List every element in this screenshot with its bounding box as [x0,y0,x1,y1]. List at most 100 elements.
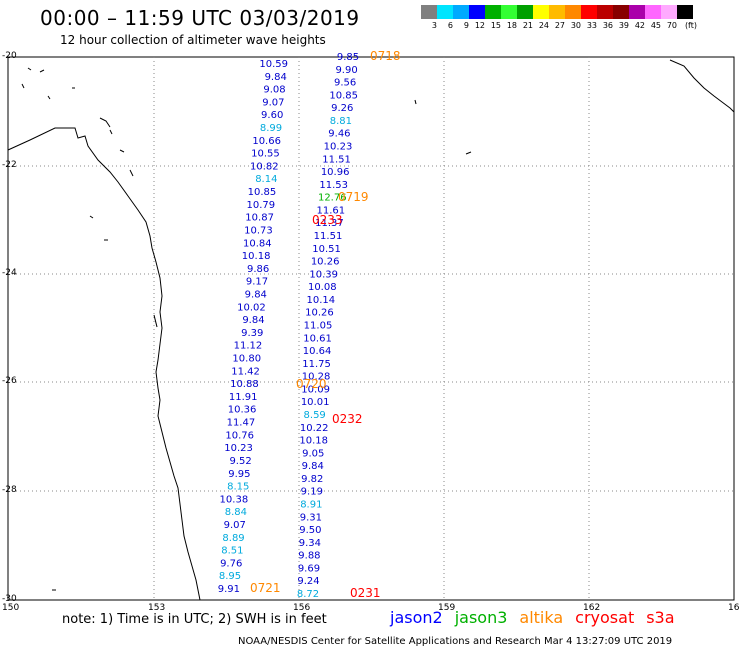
swh-value: 11.61 [317,205,346,216]
legend-swatch [549,5,565,19]
map-frame [7,56,735,601]
map-subtitle: 12 hour collection of altimeter wave hei… [60,33,326,47]
swh-value: 9.84 [242,315,264,326]
swh-value: 10.23 [224,443,253,454]
swh-value: 10.64 [303,346,332,357]
swh-value: 10.14 [307,295,336,306]
legend-label: 15 [490,21,501,30]
swh-value: 9.07 [224,520,246,531]
legend-swatch [517,5,533,19]
swh-value: 9.08 [263,85,285,96]
swh-value: 10.85 [248,187,277,198]
swh-value: 10.66 [252,136,281,147]
legend-swatch [533,5,549,19]
swh-value: 10.96 [321,167,350,178]
legend-swatch [421,5,437,19]
swh-value: 12.76 [318,193,347,204]
swh-value: 9.50 [299,525,321,536]
swh-value: 11.37 [315,218,344,229]
swh-value: 11.47 [227,418,256,429]
swh-value: 11.51 [322,154,351,165]
swh-value: 9.17 [246,277,268,288]
swh-value: 10.39 [309,269,338,280]
swh-value: 9.60 [261,110,283,121]
satellite-legend-item: cryosat [575,608,635,627]
pass-time-stamp: 0232 [332,412,363,426]
altimeter-tracks: 10.599.849.089.079.608.9910.6610.5510.82… [218,49,401,600]
lat-tick-label: -20 [2,51,17,61]
pass-time-stamp: 0231 [350,586,381,600]
color-legend: 3 6 9 12 15 18 21 24 27 30 33 36 39 42 45 70 (ft) [421,5,697,30]
swh-value: 9.34 [299,538,321,549]
swh-value: 9.24 [297,576,319,587]
satellite-legend: jason2 jason3 altika cryosat s3a [390,608,675,627]
pass-time-stamp: 0719 [338,190,369,204]
swh-value: 9.82 [301,474,323,485]
swh-value: 11.05 [304,321,333,332]
swh-value: 9.88 [298,551,320,562]
swh-value: 8.95 [219,571,241,582]
swh-value: 9.95 [228,469,250,480]
swh-value: 8.84 [225,507,247,518]
legend-label: 24 [538,21,549,30]
legend-labels: 3 6 9 12 15 18 21 24 27 30 33 36 39 42 45 70 (ft) [421,21,697,30]
lon-tick-label: 156 [293,603,311,613]
lon-tick-label: 165 [728,603,740,613]
swh-value: 10.22 [300,423,329,434]
swh-value: 10.76 [225,430,254,441]
swh-value: 11.42 [231,366,260,377]
legend-swatch [661,5,677,19]
pass-time-stamp: 0233 [312,213,343,227]
swh-value: 9.76 [220,558,242,569]
legend-label: 39 [618,21,629,30]
swh-value: 9.91 [218,584,240,595]
swh-value: 8.91 [300,500,322,511]
swh-value: 10.36 [228,405,257,416]
satellite-legend-item: jason2 [390,608,443,627]
swh-value: 10.88 [230,379,259,390]
legend-label: 36 [602,21,613,30]
legend-label: 21 [522,21,533,30]
swh-value: 9.85 [337,52,359,63]
swh-value: 9.39 [241,328,263,339]
swh-value: 10.09 [301,384,330,395]
legend-swatch [453,5,469,19]
swh-value: 10.59 [259,59,288,70]
swh-value: 9.46 [328,129,350,140]
pass-time-stamp: 0721 [250,581,281,595]
legend-label: 27 [554,21,565,30]
reef-islands [21,67,472,591]
swh-value: 8.99 [260,123,282,134]
legend-label: 18 [506,21,517,30]
swh-value: 11.91 [229,392,258,403]
swh-value: 10.55 [251,149,280,160]
swh-value: 10.51 [312,244,341,255]
swh-value: 10.02 [237,302,266,313]
swh-value: 9.19 [301,487,323,498]
legend-swatch [613,5,629,19]
swh-value: 10.26 [311,257,340,268]
swh-value: 11.75 [302,359,331,370]
legend-swatch [485,5,501,19]
lat-tick-label: -30 [2,594,17,604]
swh-value: 10.08 [308,282,337,293]
map-title: 00:00 – 11:59 UTC 03/03/2019 [40,6,360,30]
legend-label: 12 [474,21,485,30]
swh-value: 10.28 [302,372,331,383]
legend-swatch [677,5,693,19]
lat-tick-label: -28 [2,485,17,495]
swh-value: 10.85 [329,90,358,101]
swh-value: 10.26 [305,308,334,319]
swh-value: 9.86 [247,264,269,275]
legend-swatch [629,5,645,19]
lon-tick-label: 153 [148,603,166,613]
satellite-legend-item: altika [519,608,564,627]
legend-label: (ft) [684,21,697,30]
swh-value: 8.89 [222,533,244,544]
satellite-legend-item: s3a [646,608,675,627]
legend-swatch [501,5,517,19]
swh-value: 9.69 [298,563,320,574]
legend-swatch [565,5,581,19]
legend-swatch [469,5,485,19]
